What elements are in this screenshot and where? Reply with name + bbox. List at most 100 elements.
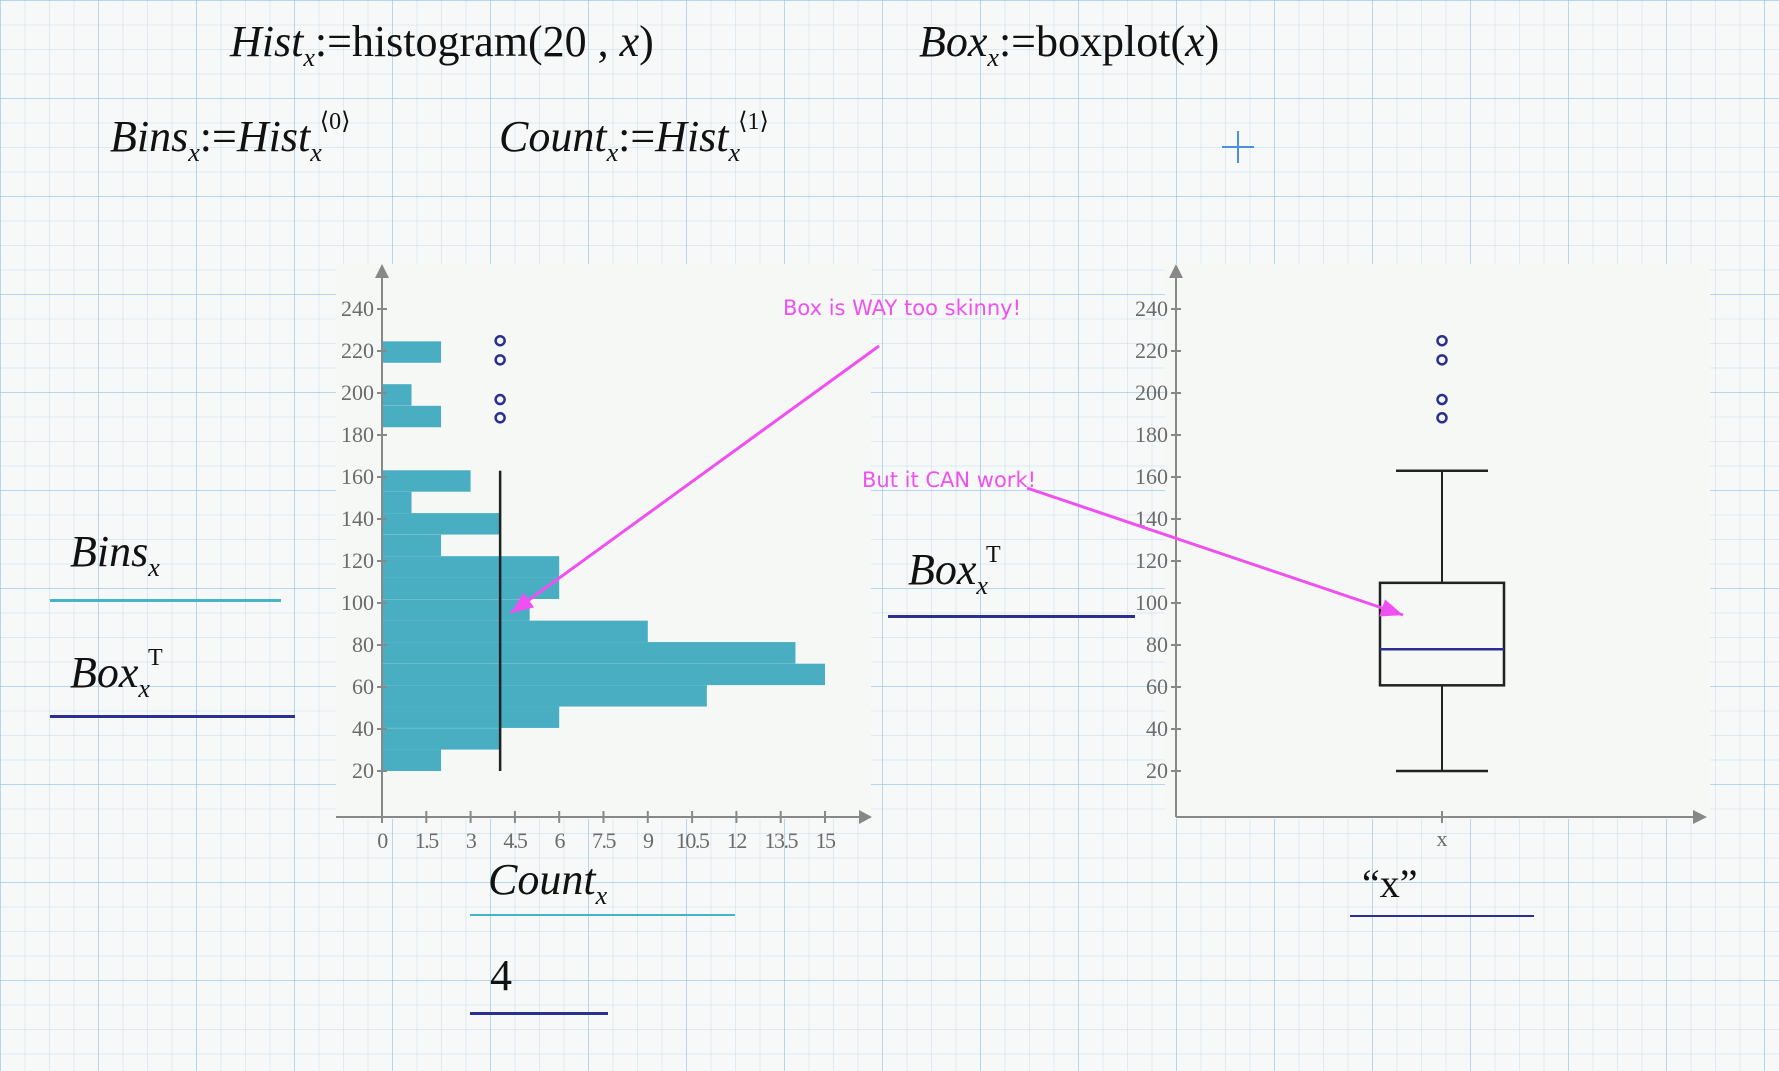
histogram-bar <box>382 341 442 363</box>
paren: ( <box>1170 17 1186 66</box>
sub: x <box>728 138 741 167</box>
value: 4 <box>490 951 512 1000</box>
annotation-can-work: But it CAN work! <box>862 468 1037 492</box>
y-tick-label: 200 <box>341 380 374 405</box>
annotation-arrow-skinny <box>510 344 880 615</box>
x-trace-count[interactable]: Countx <box>488 858 607 909</box>
histogram-bar <box>382 599 530 621</box>
arg: x <box>1185 17 1205 66</box>
outlier-point <box>494 393 506 406</box>
histogram-bar <box>382 706 560 728</box>
boxplot-y-trace[interactable]: BoxxT <box>908 543 1001 599</box>
sub: x <box>310 138 322 167</box>
x-tick-label: 13.5 <box>764 828 798 853</box>
x-trace-value[interactable]: 4 <box>490 954 512 998</box>
y-tick-label: 240 <box>341 296 374 321</box>
box-x-axis-arrow-icon <box>1693 810 1707 824</box>
y-tick-label: 180 <box>1135 422 1168 447</box>
y-tick-label: 220 <box>341 338 374 363</box>
assign-op: := <box>998 17 1036 66</box>
outlier-point <box>494 334 506 347</box>
y-tick-label: 100 <box>341 590 374 615</box>
annotation-arrow-can-work-head-icon <box>1379 599 1403 617</box>
y-tick-label: 160 <box>341 464 374 489</box>
boxplot-y-trace-line <box>888 615 1135 618</box>
histogram-bar <box>382 663 825 686</box>
y-tick-label: 120 <box>1135 548 1168 573</box>
x-tick-label: 9 <box>643 828 654 853</box>
y-tick-label: 180 <box>341 422 374 447</box>
histogram-bar <box>382 384 412 406</box>
annotation-arrow-can-work <box>1026 486 1404 617</box>
y-tick-label: 120 <box>341 548 374 573</box>
y-tick-label: 20 <box>1146 758 1168 783</box>
count-definition[interactable]: Countx:=Histx⟨1⟩ <box>499 110 769 166</box>
box-trace-line <box>50 715 295 718</box>
crosshair-cursor-v <box>1237 131 1239 163</box>
y-tick-label: 60 <box>1146 674 1168 699</box>
transpose: T <box>985 542 1001 568</box>
x-tick-label: x <box>1437 826 1448 851</box>
bins-trace-line <box>50 599 281 602</box>
assign-op: := <box>314 17 352 66</box>
x-tick-label: 12 <box>727 828 747 853</box>
box-iqr <box>1378 581 1506 687</box>
y-tick-label: 220 <box>1135 338 1168 363</box>
hist-sub: x <box>303 43 315 72</box>
outlier-point <box>1436 393 1448 406</box>
sub: x <box>148 553 160 582</box>
hist-definition[interactable]: Histx:=histogram(20 , x) <box>230 20 654 71</box>
column-index: ⟨0⟩ <box>319 109 351 135</box>
y-trace-bins[interactable]: Binsx <box>70 530 160 581</box>
arg: 20 <box>542 17 587 66</box>
func-name: boxplot <box>1036 17 1171 66</box>
histogram-bar <box>382 534 442 557</box>
box-name: Box <box>919 17 988 66</box>
paren: ( <box>527 17 543 66</box>
count-trace-line <box>470 914 735 916</box>
boxplot-x-trace[interactable]: “x” <box>1362 864 1418 904</box>
label: Count <box>488 855 596 904</box>
y-tick-label: 200 <box>1135 380 1168 405</box>
y-tick-label: 40 <box>352 716 374 741</box>
histogram-bar <box>382 728 501 750</box>
x-tick-label: 4.5 <box>503 828 528 853</box>
y-tick-label: 20 <box>352 758 374 783</box>
paren: ) <box>1204 17 1220 66</box>
x-tick-label: 7.5 <box>592 828 617 853</box>
histogram-bar <box>382 556 560 578</box>
y-tick-label: 80 <box>1146 632 1168 657</box>
column-index: ⟨1⟩ <box>738 109 769 135</box>
bins-definition[interactable]: Binsx:=Histx⟨0⟩ <box>110 110 350 166</box>
y-tick-label: 160 <box>1135 464 1168 489</box>
outlier-point <box>494 412 506 424</box>
x-tick-label: 10.5 <box>676 828 710 853</box>
x-tick-label: 1.5 <box>415 828 440 853</box>
annotation-skinny: Box is WAY too skinny! <box>783 296 1022 320</box>
bins-name: Bins <box>110 112 189 161</box>
x-tick-label: 0 <box>377 828 388 853</box>
sub: x <box>606 138 619 167</box>
func-name: histogram <box>351 17 528 66</box>
box-definition[interactable]: Boxx:=boxplot(x) <box>919 20 1219 71</box>
sub: x <box>976 571 988 600</box>
arg: x <box>619 17 640 66</box>
histogram-bar <box>382 685 707 707</box>
y-tick-label: 80 <box>352 632 374 657</box>
x-tick-label: 15 <box>816 828 837 853</box>
sub: x <box>188 138 200 167</box>
value-trace-line <box>470 1012 608 1015</box>
rhs: Hist <box>655 112 729 161</box>
hist-name: Hist <box>230 17 304 66</box>
label: “x” <box>1362 861 1418 906</box>
histogram-bar <box>382 405 442 428</box>
rhs: Hist <box>236 112 311 161</box>
sub: x <box>138 674 150 703</box>
box-sub: x <box>987 43 999 72</box>
x-tick-label: 6 <box>554 828 565 853</box>
x-axis-arrow-icon <box>859 810 872 824</box>
histogram-bar <box>382 470 471 492</box>
y-trace-box[interactable]: BoxxT <box>70 646 163 702</box>
label: Bins <box>70 527 149 576</box>
